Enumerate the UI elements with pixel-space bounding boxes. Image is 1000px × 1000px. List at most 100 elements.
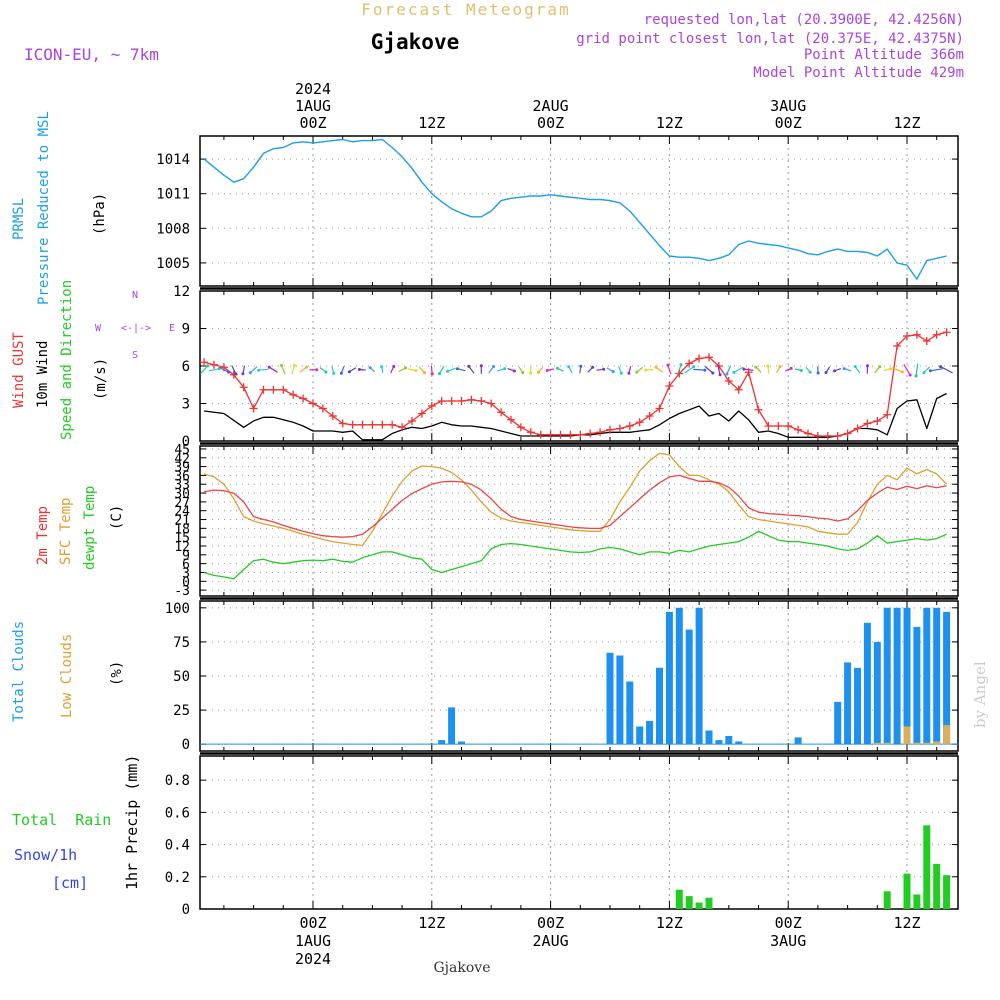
precip-ytick-label: 0.6 <box>165 805 190 821</box>
wind-direction-arrowhead <box>414 369 418 372</box>
wind-gust-marker <box>249 404 258 413</box>
temp-ytick-label: 27 <box>174 496 190 511</box>
wind-gust-marker <box>497 408 506 417</box>
wind-panel: 12 9 6 3 0 <box>173 284 959 450</box>
total-cloud-bar <box>616 655 624 745</box>
low-cloud-bar <box>943 725 951 745</box>
wind-direction-arrow <box>915 363 919 377</box>
wind-gust-marker <box>606 425 614 434</box>
wind-direction-arrow <box>940 366 953 374</box>
temp-ytick-label: 24 <box>174 505 190 520</box>
total-cloud-bar <box>646 721 654 745</box>
wind-gust-marker <box>873 417 882 425</box>
prmsl-desc-label: Pressure Reduced to MSL <box>36 111 52 305</box>
wind-gust-marker <box>843 429 852 438</box>
temp-ytick-label: 45 <box>174 443 190 458</box>
wind-direction-arrowhead <box>455 367 459 371</box>
precip-panel: 0.8 0.6 0.4 0.2 0 <box>165 755 959 918</box>
compass-w: W <box>95 323 102 334</box>
total-cloud-bar <box>873 641 881 745</box>
clouds-ytick-label: 25 <box>173 703 190 719</box>
precip-ytick-label: 0.2 <box>165 870 190 886</box>
bottom-time-label: 00Z <box>299 914 326 932</box>
wind-direction-arrowhead <box>423 371 427 375</box>
total-cloud-bar <box>844 662 852 745</box>
wind-gust-marker <box>457 397 466 405</box>
clouds-ytick-label: 75 <box>173 635 190 651</box>
wind-gust-marker <box>427 402 436 410</box>
wind-gust-marker <box>546 430 555 439</box>
rain-bar <box>675 889 683 909</box>
wind-direction-arrowhead <box>789 366 793 370</box>
wind-direction-arrowhead <box>679 363 683 367</box>
wind-direction-arrowhead <box>816 371 820 375</box>
wind-gust-marker <box>200 358 209 367</box>
total-cloud-bar <box>923 607 931 745</box>
wind-gust-marker <box>408 417 416 425</box>
wind-direction-arrowhead <box>380 365 384 369</box>
wind-direction-arrowhead <box>467 364 471 368</box>
wind-direction-arrowhead <box>766 364 770 368</box>
top-time-label: 12Z <box>893 114 920 132</box>
wind-direction-arrowhead <box>799 369 803 372</box>
bottom-time-label: 1AUG <box>295 932 331 950</box>
snow-label: Snow/1h <box>14 846 77 864</box>
wind-direction-arrowhead <box>853 365 857 368</box>
wind-direction-arrowhead <box>778 365 782 369</box>
top-time-label: 12Z <box>418 114 445 132</box>
low-cloud-bar <box>873 742 881 745</box>
wind-gust-marker <box>912 330 921 339</box>
temp-ytick-label: 0 <box>182 575 190 590</box>
wind-direction-arrow <box>930 368 944 372</box>
wind-gust-marker <box>804 429 812 438</box>
wind-direction-arrowhead <box>619 371 623 375</box>
top-time-label: 3AUG <box>770 97 806 115</box>
wind-direction-arrowhead <box>928 369 932 373</box>
total-cloud-bar <box>458 741 465 745</box>
wind-direction-arrowhead <box>866 364 869 368</box>
wind-direction-arrow <box>726 365 732 375</box>
temp-ytick-label: 18 <box>174 522 190 537</box>
wind-direction-arrow <box>281 365 286 375</box>
wind-gust-marker <box>942 328 951 337</box>
wind-direction-arrowhead <box>392 365 396 368</box>
total-cloud-bar <box>834 701 842 745</box>
temp-ytick-label: 42 <box>174 452 190 467</box>
cloud-unit: (%) <box>109 661 125 686</box>
wind-direction-arrow <box>743 368 754 371</box>
temp-ytick-label: 12 <box>174 540 190 555</box>
wind-direction-arrowhead <box>267 365 271 369</box>
sfc-temp-line <box>203 452 948 547</box>
total-cloud-bar <box>883 607 891 745</box>
wind-direction-arrowhead <box>521 371 525 375</box>
wind-gust-line <box>203 331 947 437</box>
wind-direction-arrowhead <box>280 363 284 367</box>
precip-unit: 1hr Precip (mm) <box>123 755 141 890</box>
temp-ytick-label: 9 <box>182 549 190 564</box>
compass-arrows: <-|-> <box>121 323 151 334</box>
compass-s: S <box>132 350 138 361</box>
bottom-time-label: 12Z <box>656 914 683 932</box>
total-cloud-bar <box>665 611 673 745</box>
wind-gust-marker <box>368 420 377 429</box>
wind-gust-marker <box>487 399 496 408</box>
wind-gust-marker <box>635 418 644 427</box>
wind-gust-marker <box>655 404 664 413</box>
wind-direction-arrow <box>717 364 721 375</box>
clouds-ytick-label: 0 <box>182 737 190 753</box>
wind-direction-arrowhead <box>339 371 343 375</box>
wind-gust-marker <box>507 415 515 424</box>
wind-gust-marker <box>764 422 773 430</box>
total-cloud-bar <box>675 607 683 745</box>
temp-ytick-label: 30 <box>174 487 190 502</box>
low-cloud-bar <box>883 742 891 745</box>
wind-direction-arrowhead <box>512 369 516 373</box>
wind-direction-arrowhead <box>666 363 670 367</box>
wind-gust-marker <box>299 394 308 403</box>
precip-ytick-label: 0.4 <box>165 838 190 854</box>
wind-gust-marker <box>556 430 565 439</box>
wind-direction-arrowhead <box>824 371 828 374</box>
wind-gust-marker <box>794 425 803 434</box>
wind-direction-arrowhead <box>305 365 308 369</box>
wind-gust-marker <box>596 428 605 437</box>
